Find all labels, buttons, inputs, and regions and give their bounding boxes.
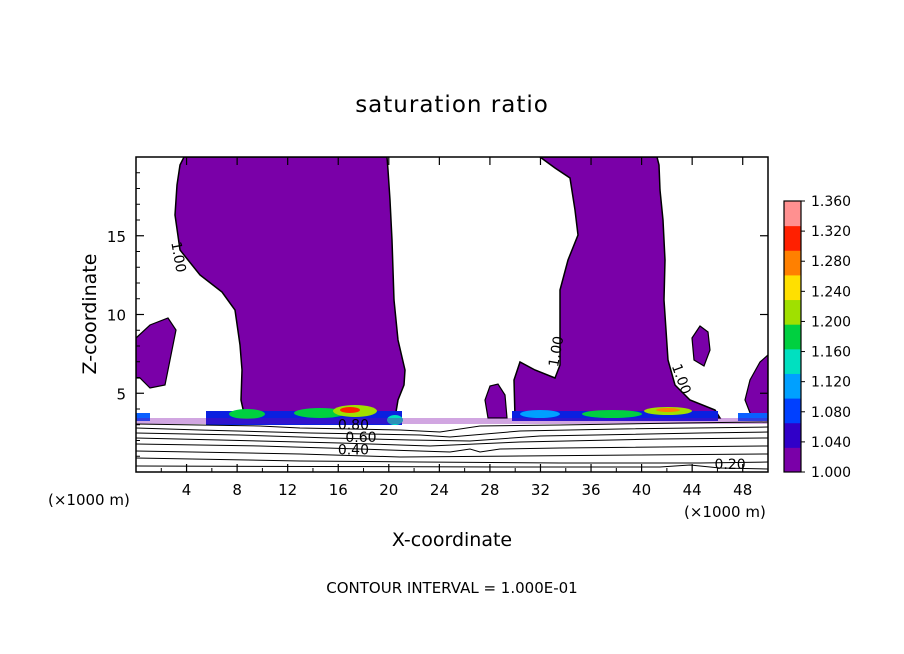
x-tick-label: 32 xyxy=(531,481,550,499)
colorbar-tick-label: 1.160 xyxy=(811,345,851,361)
plot-area xyxy=(136,157,768,470)
x-axis-label: X-coordinate xyxy=(392,529,512,551)
contour-lines xyxy=(136,421,768,470)
colorbar-band xyxy=(784,201,801,227)
colorbar-tick-label: 1.040 xyxy=(811,435,851,451)
colorbar-band xyxy=(784,398,801,424)
colorbar: 1.360 1.320 1.280 1.240 1.200 1.160 1.120 1.080… xyxy=(783,194,851,481)
contour-label: 0.20 xyxy=(714,457,745,473)
colorbar-tick-label: 1.200 xyxy=(811,314,851,330)
x-tick-label: 12 xyxy=(278,481,297,499)
colorbar-tick-label: 1.080 xyxy=(811,405,851,421)
colorbar-band xyxy=(784,348,801,374)
colorbar-tick-label: 1.280 xyxy=(811,254,851,270)
y-tick-label: 10 xyxy=(107,307,126,325)
contour-label: 0.40 xyxy=(338,443,369,459)
colorbar-band xyxy=(784,250,801,276)
colorbar-band xyxy=(784,422,801,448)
colorbar-tick-label: 1.240 xyxy=(811,284,851,300)
chart-title: saturation ratio xyxy=(355,92,549,118)
y-tick-label: 15 xyxy=(107,228,126,246)
x-tick-label: 48 xyxy=(733,481,752,499)
cloud-base-band xyxy=(136,405,768,425)
contour-interval-footer: CONTOUR INTERVAL = 1.000E-01 xyxy=(326,579,577,597)
colorbar-tick-label: 1.320 xyxy=(811,224,851,240)
colorbar-band xyxy=(784,447,801,473)
x-tick-label: 28 xyxy=(480,481,499,499)
colorbar-tick-label: 1.000 xyxy=(811,465,851,481)
x-tick-label: 16 xyxy=(329,481,348,499)
contour-label: 0.80 xyxy=(338,417,369,433)
blob-x43 xyxy=(691,325,711,367)
blob-left-edge xyxy=(136,317,177,389)
colorbar-frame xyxy=(783,200,802,473)
x-tick-label: 8 xyxy=(232,481,242,499)
y-axis: 5 10 15 xyxy=(107,172,768,457)
contour-label: 1.00 xyxy=(546,335,567,368)
blob-right-edge xyxy=(744,354,768,419)
x-unit-left: (×1000 m) xyxy=(48,491,130,509)
x-axis: 4 8 12 16 20 24 28 32 36 40 44 48 xyxy=(160,157,752,499)
blob-x28 xyxy=(484,383,508,419)
colorbar-band xyxy=(784,299,801,325)
contour-label: 1.00 xyxy=(167,240,188,273)
colorbar-band xyxy=(784,274,801,301)
x-tick-label: 44 xyxy=(683,481,702,499)
colorbar-band xyxy=(784,225,801,251)
x-unit-right: (×1000 m) xyxy=(684,503,766,521)
x-tick-label: 40 xyxy=(632,481,651,499)
contour-label: 0.60 xyxy=(345,430,376,446)
x-tick-label: 24 xyxy=(430,481,449,499)
colorbar-tick-label: 1.360 xyxy=(811,194,851,210)
x-tick-label: 4 xyxy=(182,481,192,499)
y-tick-label: 5 xyxy=(116,385,126,403)
colorbar-band xyxy=(784,324,801,350)
contour-labels: 1.001.001.000.800.600.400.20 xyxy=(167,240,745,472)
colorbar-tick-label: 1.120 xyxy=(811,375,851,391)
x-tick-label: 20 xyxy=(379,481,398,499)
supersaturated-region-left xyxy=(174,157,406,419)
x-tick-label: 36 xyxy=(581,481,600,499)
y-axis-label: Z-coordinate xyxy=(79,254,101,375)
colorbar-band xyxy=(784,373,801,399)
